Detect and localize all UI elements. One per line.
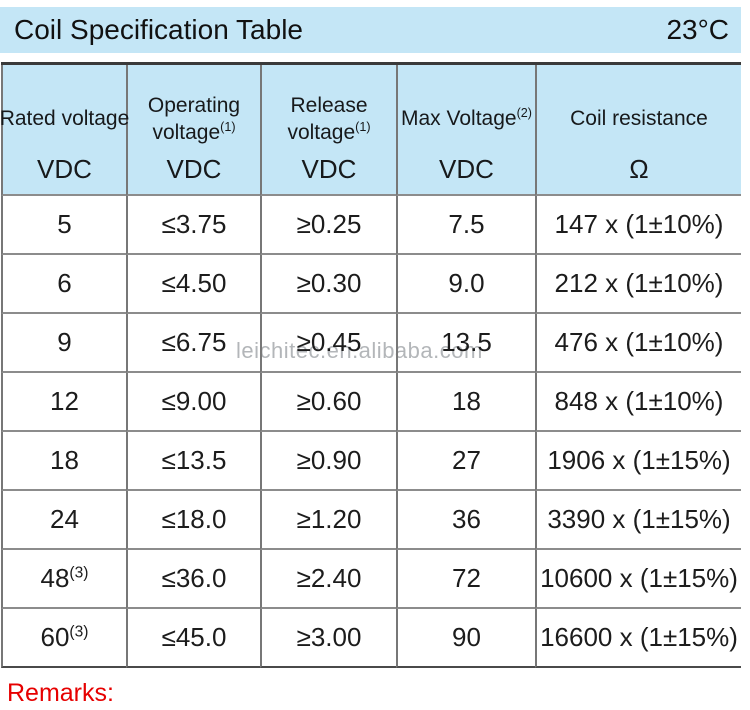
cell-rated-voltage: 18 [1, 432, 126, 491]
column-label: Coil resistance [570, 107, 708, 130]
cell-rated-voltage: 5 [1, 196, 126, 255]
cell-release-voltage: ≥3.00 [260, 609, 396, 668]
cell-release-voltage: ≥1.20 [260, 491, 396, 550]
table-row: 48(3) ≤36.0 ≥2.40 72 10600 x (1±15%) [1, 550, 741, 609]
cell-rated-voltage: 9 [1, 314, 126, 373]
cell-coil-resistance: 10600 x (1±15%) [535, 550, 741, 609]
cell-release-voltage: ≥2.40 [260, 550, 396, 609]
column-header-release-voltage: Release voltage(1) VDC [260, 65, 396, 196]
cell-coil-resistance: 3390 x (1±15%) [535, 491, 741, 550]
column-header-rated-voltage: Rated voltage VDC [0, 65, 130, 196]
column-unit: VDC [166, 153, 222, 184]
cell-release-voltage: ≥0.90 [260, 432, 396, 491]
cell-coil-resistance: 848 x (1±10%) [535, 373, 741, 432]
cell-release-voltage: ≥0.30 [260, 255, 396, 314]
cell-operating-voltage: ≤45.0 [126, 609, 260, 668]
column-unit: VDC [301, 153, 357, 184]
header-row: Rated voltage VDC Operating voltage(1) V… [0, 65, 741, 196]
table-row: 6 ≤4.50 ≥0.30 9.0 212 x (1±10%) [1, 255, 741, 314]
column-unit: VDC [37, 153, 92, 184]
column-header-max-voltage: Max Voltage(2) VDC [396, 65, 535, 196]
page-title: Coil Specification Table [14, 14, 303, 45]
cell-max-voltage: 27 [396, 432, 535, 491]
cell-rated-voltage: 60(3) [1, 609, 126, 668]
watermark-text: leichitec.en.alibaba.com [236, 338, 483, 363]
cell-coil-resistance: 1906 x (1±15%) [535, 432, 741, 491]
cell-release-voltage: ≥0.60 [260, 373, 396, 432]
column-header-coil-resistance: Coil resistance Ω [535, 65, 741, 196]
cell-max-voltage: 9.0 [396, 255, 535, 314]
cell-release-voltage: ≥0.45 [260, 314, 396, 373]
cell-rated-voltage: 24 [1, 491, 126, 550]
cell-max-voltage: 90 [396, 609, 535, 668]
column-label: Release voltage(1) [287, 93, 371, 144]
column-label: Rated voltage [0, 107, 130, 130]
cell-operating-voltage: ≤9.00 [126, 373, 260, 432]
column-unit: Ω [629, 153, 649, 184]
table-row: 60(3) ≤45.0 ≥3.00 90 16600 x (1±15%) [1, 609, 741, 668]
cell-operating-voltage: ≤4.50 [126, 255, 260, 314]
table-row: 12 ≤9.00 ≥0.60 18 848 x (1±10%) [1, 373, 741, 432]
cell-operating-voltage: ≤3.75 [126, 196, 260, 255]
title-banner: Coil Specification Table 23°C [0, 7, 741, 53]
cell-coil-resistance: 212 x (1±10%) [535, 255, 741, 314]
column-header-operating-voltage: Operating voltage(1) VDC [126, 65, 260, 196]
cell-coil-resistance: 147 x (1±10%) [535, 196, 741, 255]
table-row: 18 ≤13.5 ≥0.90 27 1906 x (1±15%) [1, 432, 741, 491]
table-row: 24 ≤18.0 ≥1.20 36 3390 x (1±15%) [1, 491, 741, 550]
cell-release-voltage: ≥0.25 [260, 196, 396, 255]
cell-operating-voltage: ≤6.75 [126, 314, 260, 373]
column-unit: VDC [439, 153, 494, 184]
cell-rated-voltage: 6 [1, 255, 126, 314]
cell-max-voltage: 7.5 [396, 196, 535, 255]
cell-max-voltage: 18 [396, 373, 535, 432]
cell-max-voltage: 72 [396, 550, 535, 609]
cell-operating-voltage: ≤36.0 [126, 550, 260, 609]
cell-max-voltage: 13.5 [396, 314, 535, 373]
table-row: 5 ≤3.75 ≥0.25 7.5 147 x (1±10%) [1, 196, 741, 255]
cell-operating-voltage: ≤13.5 [126, 432, 260, 491]
cell-coil-resistance: 16600 x (1±15%) [535, 609, 741, 668]
column-label: Max Voltage(2) [401, 106, 532, 130]
cell-coil-resistance: 476 x (1±10%) [535, 314, 741, 373]
coil-specification-table: Rated voltage VDC Operating voltage(1) V… [0, 62, 741, 668]
column-label: Operating voltage(1) [147, 93, 241, 144]
temperature-value: 23°C [666, 14, 729, 45]
cell-rated-voltage: 48(3) [1, 550, 126, 609]
cell-operating-voltage: ≤18.0 [126, 491, 260, 550]
cell-max-voltage: 36 [396, 491, 535, 550]
cell-rated-voltage: 12 [1, 373, 126, 432]
remarks-label: Remarks: [7, 679, 114, 707]
table-row: 9 ≤6.75 ≥0.45 13.5 476 x (1±10%) [1, 314, 741, 373]
